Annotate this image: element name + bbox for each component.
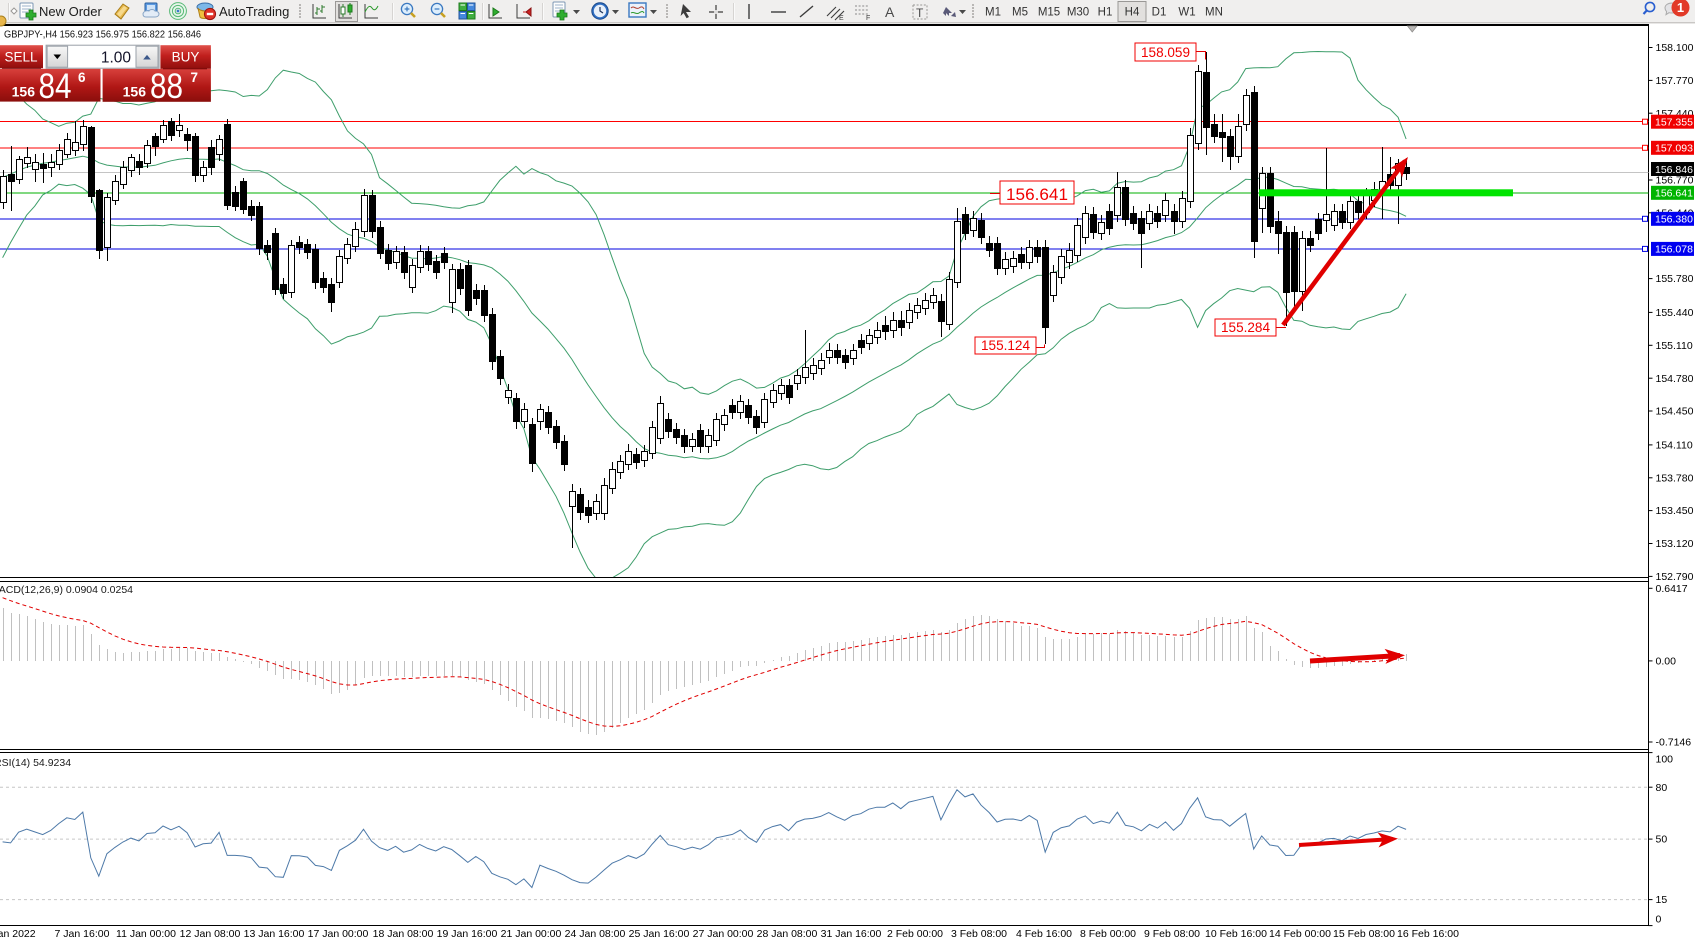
svg-text:154.450: 154.450: [1656, 406, 1694, 418]
svg-text:24 Jan 08:00: 24 Jan 08:00: [565, 928, 626, 940]
svg-text:9 Feb 08:00: 9 Feb 08:00: [1144, 928, 1200, 940]
svg-text:W1: W1: [1178, 7, 1195, 19]
svg-text:MACD(12,26,9) 0.0904 0.0254: MACD(12,26,9) 0.0904 0.0254: [0, 584, 133, 596]
svg-text:15 Feb 08:00: 15 Feb 08:00: [1333, 928, 1395, 940]
svg-text:16 Feb 16:00: 16 Feb 16:00: [1397, 928, 1459, 940]
svg-text:154.780: 154.780: [1656, 373, 1694, 385]
svg-text:13 Jan 16:00: 13 Jan 16:00: [244, 928, 305, 940]
svg-text:25 Jan 16:00: 25 Jan 16:00: [629, 928, 690, 940]
svg-text:T: T: [916, 6, 924, 20]
svg-text:A: A: [885, 4, 895, 20]
svg-text:Jan 2022: Jan 2022: [0, 928, 36, 940]
svg-text:19 Jan 16:00: 19 Jan 16:00: [437, 928, 498, 940]
svg-text:18 Jan 08:00: 18 Jan 08:00: [373, 928, 434, 940]
svg-text:156.846: 156.846: [1655, 164, 1693, 176]
svg-text:2 Feb 00:00: 2 Feb 00:00: [887, 928, 943, 940]
svg-text:155.440: 155.440: [1656, 307, 1694, 319]
svg-text:156.641: 156.641: [1655, 188, 1693, 200]
svg-text:158.100: 158.100: [1656, 42, 1694, 54]
svg-text:157.770: 157.770: [1656, 75, 1694, 87]
svg-text:157.355: 157.355: [1655, 117, 1693, 129]
svg-text:14 Feb 00:00: 14 Feb 00:00: [1269, 928, 1331, 940]
svg-text:D1: D1: [1152, 7, 1167, 19]
svg-text:8 Feb 00:00: 8 Feb 00:00: [1080, 928, 1136, 940]
svg-text:154.110: 154.110: [1656, 440, 1693, 452]
svg-text:156.770: 156.770: [1656, 175, 1694, 187]
svg-text:156.078: 156.078: [1655, 244, 1693, 256]
svg-text:88: 88: [150, 67, 183, 106]
svg-text:M30: M30: [1067, 7, 1089, 19]
svg-text:MN: MN: [1205, 7, 1223, 19]
svg-text:3 Feb 08:00: 3 Feb 08:00: [951, 928, 1007, 940]
svg-text:0.00: 0.00: [1656, 656, 1677, 668]
svg-text:F: F: [866, 15, 870, 22]
svg-text:157.093: 157.093: [1655, 143, 1693, 155]
svg-text:12 Jan 08:00: 12 Jan 08:00: [180, 928, 241, 940]
svg-text:155.780: 155.780: [1656, 273, 1694, 285]
svg-text:21 Jan 00:00: 21 Jan 00:00: [501, 928, 562, 940]
svg-text:New Order: New Order: [39, 4, 103, 19]
svg-text:153.120: 153.120: [1656, 538, 1694, 550]
svg-text:GBPJPY-,H4 156.923 156.975 15: GBPJPY-,H4 156.923 156.975 156.822 156.8…: [4, 30, 201, 41]
svg-text:155.284: 155.284: [1221, 320, 1270, 335]
svg-text:155.124: 155.124: [981, 338, 1030, 353]
svg-text:M5: M5: [1012, 7, 1028, 19]
svg-text:7: 7: [191, 70, 199, 85]
svg-text:0: 0: [1656, 914, 1662, 926]
svg-text:M1: M1: [985, 7, 1001, 19]
svg-text:H4: H4: [1125, 7, 1140, 19]
svg-text:RSI(14) 54.9234: RSI(14) 54.9234: [0, 757, 71, 769]
svg-text:27 Jan 00:00: 27 Jan 00:00: [693, 928, 754, 940]
svg-text:50: 50: [1656, 834, 1668, 846]
svg-text:0.6417: 0.6417: [1656, 583, 1688, 595]
svg-text:AutoTrading: AutoTrading: [219, 4, 289, 19]
svg-text:H1: H1: [1098, 7, 1113, 19]
svg-text:156: 156: [123, 84, 147, 100]
svg-text:158.059: 158.059: [1141, 45, 1190, 60]
svg-text:156: 156: [12, 84, 36, 100]
svg-text:10 Feb 16:00: 10 Feb 16:00: [1205, 928, 1267, 940]
svg-text:M15: M15: [1038, 7, 1060, 19]
svg-text:1: 1: [1677, 0, 1684, 15]
svg-text:1.00: 1.00: [101, 50, 132, 67]
svg-text:153.780: 153.780: [1656, 472, 1694, 484]
svg-text:BUY: BUY: [172, 50, 200, 65]
svg-text:31 Jan 16:00: 31 Jan 16:00: [821, 928, 882, 940]
svg-text:15: 15: [1656, 894, 1668, 906]
svg-text:153.450: 153.450: [1656, 505, 1694, 517]
svg-text:-0.7146: -0.7146: [1656, 737, 1692, 749]
svg-text:155.110: 155.110: [1656, 340, 1693, 352]
svg-text:80: 80: [1656, 782, 1668, 794]
svg-text:84: 84: [39, 67, 72, 106]
svg-text:4 Feb 16:00: 4 Feb 16:00: [1016, 928, 1072, 940]
svg-text:7 Jan 16:00: 7 Jan 16:00: [55, 928, 110, 940]
svg-text:156.641: 156.641: [1006, 185, 1068, 204]
svg-text:6: 6: [78, 70, 86, 85]
svg-text:156.380: 156.380: [1655, 214, 1693, 226]
svg-text:E: E: [839, 15, 844, 22]
svg-text:28 Jan 08:00: 28 Jan 08:00: [757, 928, 818, 940]
svg-text:152.790: 152.790: [1656, 571, 1694, 583]
svg-text:100: 100: [1656, 754, 1674, 766]
svg-text:SELL: SELL: [4, 50, 38, 65]
svg-text:11 Jan 00:00: 11 Jan 00:00: [116, 928, 176, 940]
svg-text:17 Jan 00:00: 17 Jan 00:00: [308, 928, 369, 940]
